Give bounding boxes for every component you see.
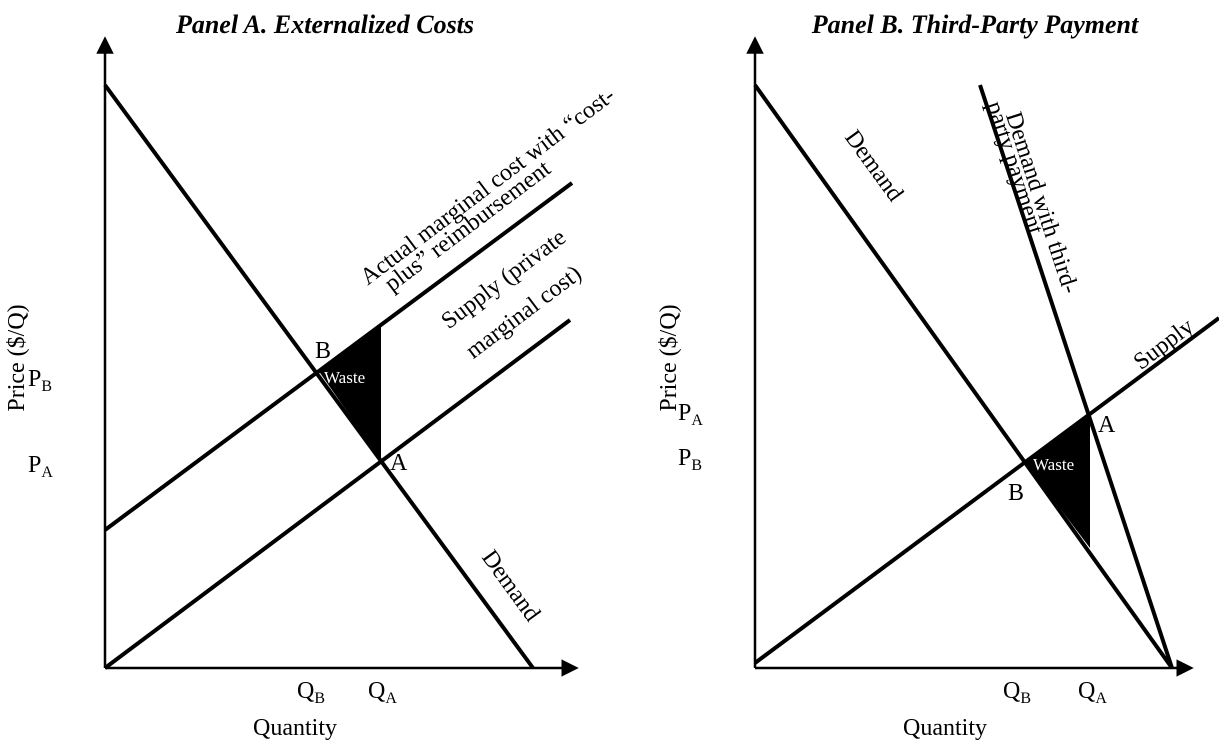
tick-sub: A bbox=[41, 464, 53, 481]
tick-sub: A bbox=[691, 412, 703, 429]
third-party-demand-line bbox=[978, 84, 1174, 669]
curve-label: Demand bbox=[839, 125, 908, 206]
region-label: Waste bbox=[324, 368, 365, 387]
y-axis-label: Price ($/Q) bbox=[4, 304, 30, 411]
tick-main: P bbox=[678, 400, 691, 426]
point-label: B bbox=[315, 338, 331, 364]
y-tick: PA bbox=[28, 452, 53, 481]
tick-main: P bbox=[28, 452, 41, 478]
x-tick: QA bbox=[1078, 678, 1107, 707]
tick-sub: B bbox=[1020, 690, 1031, 707]
demand-line bbox=[753, 83, 1174, 670]
tick-sub: B bbox=[41, 378, 52, 395]
curve-label: Supply bbox=[1129, 314, 1199, 376]
supply-line bbox=[103, 318, 572, 670]
panel-a: Panel A. Externalized Costs Price ($/Q) … bbox=[4, 10, 620, 741]
waste-area bbox=[1025, 413, 1090, 548]
actual-mc-line bbox=[103, 181, 574, 532]
tick-main: Q bbox=[1078, 678, 1095, 704]
tick-main: P bbox=[678, 445, 691, 471]
point-label: A bbox=[390, 450, 408, 476]
panel-b: Panel B. Third-Party Payment Price ($/Q)… bbox=[656, 10, 1219, 741]
tick-sub: A bbox=[385, 690, 397, 707]
supply-line bbox=[753, 316, 1219, 665]
x-tick: QB bbox=[1003, 678, 1031, 707]
y-axis-label: Price ($/Q) bbox=[656, 304, 682, 411]
tick-main: P bbox=[28, 366, 41, 392]
y-tick: PA bbox=[678, 400, 703, 429]
tick-sub: B bbox=[691, 457, 702, 474]
y-tick: PB bbox=[28, 366, 52, 395]
point-label: A bbox=[1098, 412, 1116, 438]
tick-main: Q bbox=[297, 678, 314, 704]
title: Panel A. Externalized Costs bbox=[175, 10, 474, 39]
point-label: B bbox=[1008, 480, 1024, 506]
region-label: Waste bbox=[1033, 455, 1074, 474]
tick-main: Q bbox=[1003, 678, 1020, 704]
tick-main: Q bbox=[368, 678, 385, 704]
y-tick: PB bbox=[678, 445, 702, 474]
title: Panel B. Third-Party Payment bbox=[811, 10, 1139, 39]
curve-label: Actual marginal cost with “cost- bbox=[356, 82, 620, 290]
tick-sub: B bbox=[314, 690, 325, 707]
demand-line bbox=[103, 83, 535, 670]
curve-label: Demand bbox=[476, 545, 545, 626]
tick-sub: A bbox=[1095, 690, 1107, 707]
x-axis-label: Quantity bbox=[253, 715, 337, 741]
x-tick: QA bbox=[368, 678, 397, 707]
x-tick: QB bbox=[297, 678, 325, 707]
x-axis-label: Quantity bbox=[903, 715, 987, 741]
